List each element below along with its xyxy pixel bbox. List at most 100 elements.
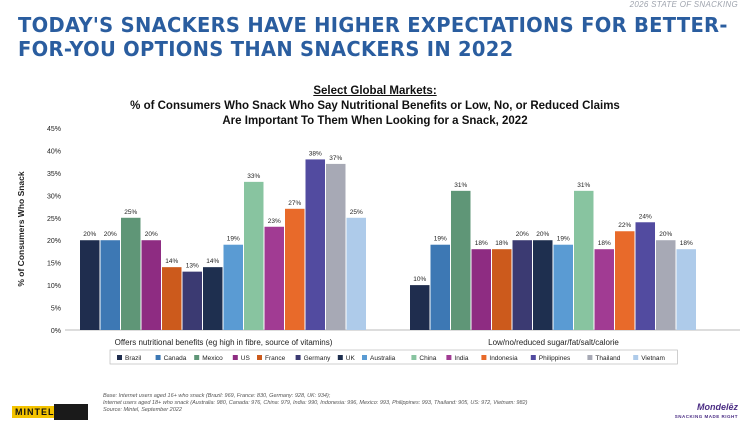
- y-axis-label: % of Consumers Who Snack: [16, 171, 26, 287]
- bar-us: [141, 240, 161, 330]
- data-label: 33%: [247, 173, 260, 180]
- legend-swatch-uk: [337, 355, 343, 360]
- bar-indonesia: [615, 231, 635, 330]
- legend-frame: [109, 349, 678, 365]
- legend-swatch-france: [257, 355, 262, 360]
- data-label: 23%: [268, 218, 281, 225]
- data-label: 19%: [434, 236, 447, 243]
- bar-vietnam: [346, 217, 366, 330]
- data-label: 10%: [413, 276, 426, 283]
- bar-mexico: [121, 217, 141, 330]
- bar-germany: [182, 271, 202, 330]
- legend-swatch-india: [446, 355, 452, 360]
- y-tick-label: 45%: [47, 126, 61, 133]
- bar-thailand: [656, 240, 676, 330]
- mintel-logo: MINTEL: [12, 406, 58, 418]
- bar-india: [264, 226, 284, 330]
- chart-title-line-1: Select Global Markets:: [313, 85, 437, 97]
- footnote-base-1: Base: Internet users aged 16+ who snack …: [103, 393, 331, 399]
- y-tick-label: 35%: [47, 171, 61, 178]
- bar-chart: 0% 5% 10% 15% 20% 25% 30% 35% 40% 45% % of Consume…: [16, 126, 740, 365]
- bar-australia: [223, 244, 243, 330]
- data-label: 20%: [83, 231, 96, 238]
- chart-title-line-2: % of Consumers Who Snack Who Say Nutriti…: [130, 100, 620, 112]
- legend-label: Philippines: [539, 355, 571, 362]
- bar-india: [594, 249, 614, 330]
- bar-vietnam: [676, 249, 696, 330]
- legend-label: China: [419, 355, 436, 362]
- data-label: 25%: [350, 209, 363, 216]
- legend-swatch-china: [411, 355, 417, 360]
- bar-france: [492, 249, 512, 330]
- bar-canada: [430, 244, 450, 330]
- bar-france: [162, 267, 182, 330]
- bar-china: [574, 190, 594, 330]
- bar-thailand: [326, 163, 346, 330]
- data-label: 13%: [186, 263, 199, 270]
- bar-australia: [553, 244, 573, 330]
- footnote-source: Source: Mintel, September 2022: [103, 407, 182, 413]
- partner-badge-logo: [54, 404, 88, 420]
- bar-uk: [203, 267, 223, 330]
- legend-swatch-us: [232, 355, 238, 360]
- data-label: 27%: [288, 200, 301, 207]
- bar-uk: [533, 240, 553, 330]
- top-bar: [0, 0, 750, 8]
- data-label: 18%: [475, 240, 488, 247]
- legend-label: France: [265, 355, 286, 362]
- data-label: 18%: [598, 240, 611, 247]
- legend-label: Vietnam: [641, 355, 665, 362]
- y-tick-label: 25%: [47, 216, 61, 223]
- legend-label: Germany: [304, 355, 331, 362]
- legend-swatch-philippines: [530, 355, 536, 360]
- data-label: 20%: [104, 231, 117, 238]
- page-headline: TODAY'S SNACKERS HAVE HIGHER EXPECTATION…: [18, 12, 728, 62]
- legend-swatch-thailand: [587, 355, 593, 360]
- bar-indonesia: [285, 208, 305, 330]
- legend-swatch-australia: [362, 355, 367, 360]
- data-label: 20%: [659, 231, 672, 238]
- data-label: 31%: [454, 182, 467, 189]
- y-tick-label: 5%: [51, 306, 61, 313]
- footnote: Base: Internet users aged 16+ who snack …: [103, 393, 527, 414]
- bar-china: [244, 181, 264, 330]
- chart-title-line-3: Are Important To Them When Looking for a…: [222, 115, 528, 127]
- data-label: 18%: [680, 240, 693, 247]
- legend-label: India: [454, 355, 468, 362]
- legend-swatch-germany: [295, 355, 301, 360]
- data-label: 20%: [145, 231, 158, 238]
- x-category-label: Low/no/reduced sugar/fat/salt/calorie: [488, 338, 619, 347]
- bar-philippines: [305, 159, 325, 330]
- data-label: 19%: [557, 236, 570, 243]
- y-tick-label: 40%: [47, 148, 61, 155]
- legend-label: Thailand: [595, 355, 620, 362]
- bar-germany: [512, 240, 532, 330]
- footnote-base-2: Internet users aged 18+ who snack (Austr…: [103, 400, 528, 406]
- y-tick-label: 0%: [51, 328, 61, 335]
- mondelez-logo: Mondelēz SNACKING MADE RIGHT: [674, 402, 738, 420]
- y-tick-label: 15%: [47, 261, 61, 268]
- data-label: 24%: [639, 213, 652, 220]
- data-label: 20%: [536, 231, 549, 238]
- bar-canada: [100, 240, 120, 330]
- data-label: 14%: [165, 258, 178, 265]
- legend-label: Brazil: [125, 355, 142, 362]
- data-label: 22%: [618, 222, 631, 229]
- legend-swatch-canada: [155, 355, 161, 360]
- data-label: 25%: [124, 209, 137, 216]
- data-label: 20%: [516, 231, 529, 238]
- legend-label: Canada: [164, 355, 187, 362]
- legend-swatch-brazil: [117, 355, 122, 360]
- bar-philippines: [635, 222, 655, 330]
- data-label: 14%: [206, 258, 219, 265]
- y-tick-label: 30%: [47, 193, 61, 200]
- legend-label: Mexico: [202, 355, 223, 362]
- legend-label: Indonesia: [489, 355, 518, 362]
- y-tick-label: 20%: [47, 238, 61, 245]
- legend-swatch-vietnam: [633, 355, 639, 360]
- y-tick-label: 10%: [47, 283, 61, 290]
- legend-label: US: [241, 355, 251, 362]
- data-label: 19%: [227, 236, 240, 243]
- bar-brazil: [410, 285, 430, 330]
- bar-us: [471, 249, 491, 330]
